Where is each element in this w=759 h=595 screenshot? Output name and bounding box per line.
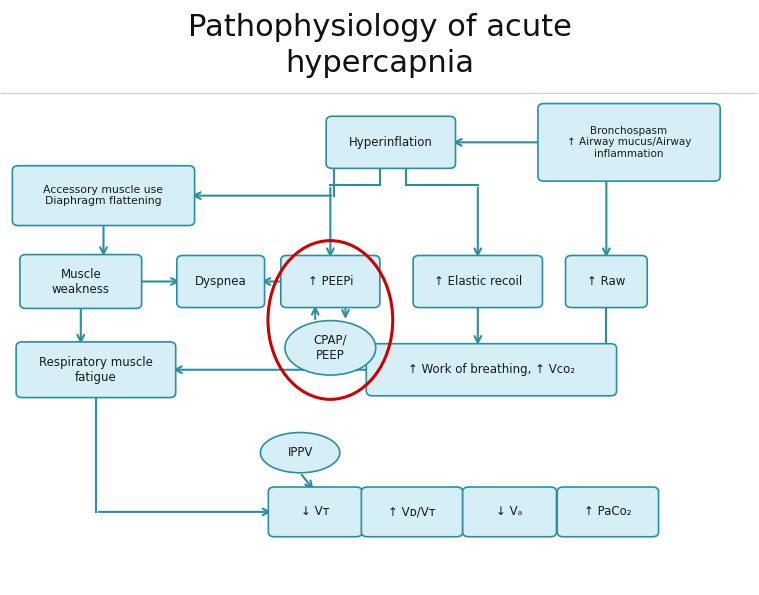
- Text: Muscle
weakness: Muscle weakness: [52, 268, 110, 296]
- FancyBboxPatch shape: [565, 255, 647, 308]
- Text: ↓ Vₐ: ↓ Vₐ: [496, 505, 523, 518]
- Text: Accessory muscle use
Diaphragm flattening: Accessory muscle use Diaphragm flattenin…: [43, 185, 163, 206]
- FancyBboxPatch shape: [16, 342, 175, 397]
- FancyBboxPatch shape: [326, 116, 455, 168]
- Text: Dyspnea: Dyspnea: [195, 275, 247, 288]
- FancyBboxPatch shape: [413, 255, 543, 308]
- Ellipse shape: [285, 321, 376, 375]
- Text: CPAP/
PEEP: CPAP/ PEEP: [313, 334, 347, 362]
- Text: Hyperinflation: Hyperinflation: [349, 136, 433, 149]
- Text: Bronchospasm
↑ Airway mucus/Airway
inflammation: Bronchospasm ↑ Airway mucus/Airway infla…: [567, 126, 691, 159]
- Text: ↑ PaCo₂: ↑ PaCo₂: [584, 505, 631, 518]
- FancyBboxPatch shape: [463, 487, 556, 537]
- Text: IPPV: IPPV: [288, 446, 313, 459]
- FancyBboxPatch shape: [12, 166, 194, 226]
- Text: ↑ Work of breathing, ↑ Vco₂: ↑ Work of breathing, ↑ Vco₂: [408, 364, 575, 376]
- FancyBboxPatch shape: [281, 255, 380, 308]
- FancyBboxPatch shape: [361, 487, 463, 537]
- FancyBboxPatch shape: [538, 104, 720, 181]
- FancyBboxPatch shape: [269, 487, 362, 537]
- Text: ↓ Vᴛ: ↓ Vᴛ: [301, 505, 329, 518]
- Text: ↑ Raw: ↑ Raw: [587, 275, 625, 288]
- FancyBboxPatch shape: [20, 255, 142, 308]
- FancyBboxPatch shape: [177, 255, 265, 308]
- FancyBboxPatch shape: [557, 487, 659, 537]
- Text: Pathophysiology of acute
hypercapnia: Pathophysiology of acute hypercapnia: [187, 13, 572, 79]
- Text: ↑ Vᴅ/Vᴛ: ↑ Vᴅ/Vᴛ: [388, 505, 436, 518]
- Text: ↑ Elastic recoil: ↑ Elastic recoil: [433, 275, 522, 288]
- FancyBboxPatch shape: [367, 344, 616, 396]
- Text: ↑ PEEPi: ↑ PEEPi: [307, 275, 353, 288]
- Text: Respiratory muscle
fatigue: Respiratory muscle fatigue: [39, 356, 153, 384]
- Ellipse shape: [260, 433, 340, 473]
